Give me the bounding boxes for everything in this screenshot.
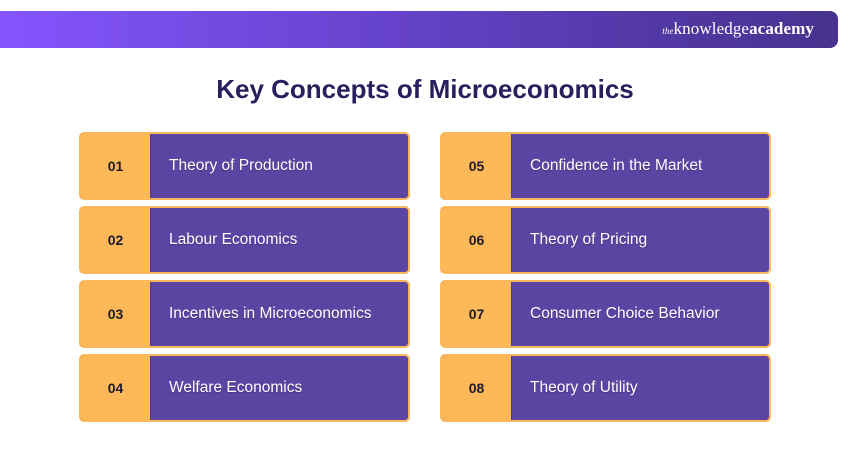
concept-number: 08 <box>442 356 512 420</box>
concept-number: 02 <box>81 208 151 272</box>
concept-number: 07 <box>442 282 512 346</box>
concept-number: 04 <box>81 356 151 420</box>
header-banner: theknowledgeacademy <box>0 11 838 48</box>
concept-label: Confidence in the Market <box>530 157 703 174</box>
concept-label: Welfare Economics <box>169 379 303 396</box>
concept-card: 05 Confidence in the Market <box>440 132 771 200</box>
brand-light: knowledge <box>673 19 750 38</box>
concept-label: Theory of Utility <box>530 379 638 396</box>
concept-label: Theory of Pricing <box>530 231 648 248</box>
concept-label: Incentives in Microeconomics <box>169 305 372 322</box>
concept-card: 01 Theory of Production <box>79 132 410 200</box>
brand-logo: theknowledgeacademy <box>662 19 814 41</box>
concept-number: 03 <box>81 282 151 346</box>
concept-number: 05 <box>442 134 512 198</box>
concept-number: 01 <box>81 134 151 198</box>
concept-card: 06 Theory of Pricing <box>440 206 771 274</box>
brand-bold: academy <box>749 19 814 38</box>
concept-number: 06 <box>442 208 512 272</box>
concept-card: 04 Welfare Economics <box>79 354 410 422</box>
concept-card: 03 Incentives in Microeconomics <box>79 280 410 348</box>
concept-label: Labour Economics <box>169 231 298 248</box>
concept-card: 02 Labour Economics <box>79 206 410 274</box>
page-title: Key Concepts of Microeconomics <box>216 74 634 104</box>
concept-label: Consumer Choice Behavior <box>530 305 720 322</box>
brand-prefix: the <box>662 26 674 36</box>
concept-label: Theory of Production <box>169 157 313 174</box>
concept-card: 08 Theory of Utility <box>440 354 771 422</box>
concept-card: 07 Consumer Choice Behavior <box>440 280 771 348</box>
